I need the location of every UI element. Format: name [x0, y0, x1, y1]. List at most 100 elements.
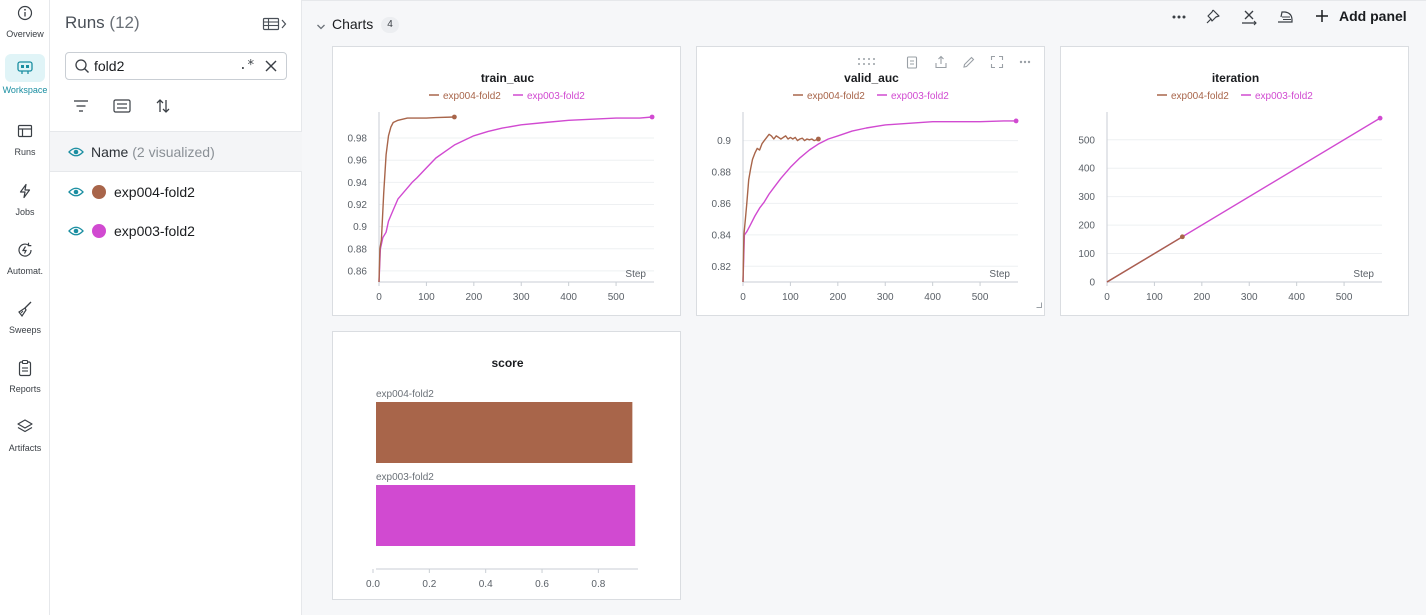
nav-label: Automat. [6, 266, 44, 276]
group-icon [113, 99, 131, 113]
run-name[interactable]: exp004-fold2 [114, 184, 195, 200]
resize-handle-icon[interactable] [1036, 295, 1042, 313]
x-tick-label: 0 [740, 292, 746, 303]
nav-label: Overview [6, 29, 44, 39]
more-options-button[interactable] [1169, 8, 1189, 26]
chart-panel-train-auc[interactable]: train_auc exp004-fold2 exp003-fold2 0.86 0.8… [332, 46, 681, 316]
nav-label: Workspace [2, 85, 48, 95]
table-expand-icon [262, 17, 287, 31]
copy-icon[interactable] [905, 55, 919, 74]
run-row[interactable]: exp004-fold2 [50, 173, 302, 211]
workspace-icon [5, 54, 45, 82]
charts-section-header[interactable]: Charts 4 [302, 8, 1426, 40]
group-button[interactable] [112, 97, 134, 115]
panel-toolbar [857, 55, 1037, 71]
close-icon[interactable] [264, 59, 278, 78]
x-axis-label: Step [1353, 269, 1374, 280]
run-search-box[interactable]: .* [65, 52, 287, 80]
chart-panel-score[interactable]: score exp004-fold2 exp003-fold2 0.0 0.2 0.4 0.… [332, 331, 681, 600]
expand-table-button[interactable] [262, 15, 288, 33]
name-header-label: Name (2 visualized) [91, 144, 215, 160]
nav-item-runs[interactable]: Runs [0, 118, 50, 168]
nav-label: Runs [14, 147, 36, 157]
series-endpoint [451, 114, 457, 120]
more-horizontal-icon[interactable] [1018, 55, 1032, 74]
y-tick-label: 500 [1078, 135, 1095, 146]
bar-label: exp004-fold2 [376, 389, 434, 400]
sort-button[interactable] [154, 97, 176, 115]
chart-title: iteration [1212, 71, 1259, 85]
legend-label: exp004-fold2 [1171, 91, 1229, 102]
run-color-dot[interactable] [92, 185, 106, 199]
x-tick-label: 400 [924, 292, 941, 303]
more-horizontal-icon [1172, 15, 1186, 19]
nav-item-artifacts[interactable]: Artifacts [0, 414, 50, 464]
x-tick-label: 300 [513, 292, 530, 303]
line-chart: iteration exp004-fold2 exp003-fold2 0 100 200… [1078, 71, 1383, 303]
info-icon [5, 0, 45, 26]
x-tick-label: 300 [1241, 292, 1258, 303]
x-tick-label: 100 [1146, 292, 1163, 303]
section-title: Charts [332, 16, 374, 32]
plus-icon [1315, 9, 1329, 28]
panel-count-badge: 4 [381, 17, 399, 33]
nav-item-workspace[interactable]: Workspace [0, 54, 50, 104]
smoothing-button[interactable] [1275, 8, 1295, 26]
regex-toggle[interactable]: .* [239, 58, 255, 73]
runs-count: (12) [109, 13, 140, 32]
x-tick-label: 0.0 [366, 579, 380, 590]
nav-item-reports[interactable]: Reports [0, 355, 50, 405]
series-line [742, 120, 1017, 283]
bar-chart: score exp004-fold2 exp003-fold2 0.0 0.2 0.4 0.… [366, 356, 638, 590]
x-tick-label: 0.6 [535, 579, 549, 590]
eye-icon[interactable] [68, 224, 84, 243]
series-line [378, 116, 653, 283]
x-axis-settings-button[interactable] [1239, 8, 1259, 26]
fullscreen-icon[interactable] [990, 55, 1004, 74]
x-axis-icon [1242, 10, 1257, 26]
chart-panel-valid-auc[interactable]: valid_auc exp004-fold2 exp003-fold2 0.82 0.8… [696, 46, 1045, 316]
series-line [378, 116, 455, 283]
divider [302, 0, 1426, 1]
chart-panel-iteration[interactable]: iteration exp004-fold2 exp003-fold2 0 100 200… [1060, 46, 1409, 316]
nav-item-jobs[interactable]: Jobs [0, 178, 50, 228]
run-color-dot[interactable] [92, 224, 106, 238]
runs-title: Runs (12) [65, 13, 140, 33]
line-chart: valid_auc exp004-fold2 exp003-fold2 0.82 0.8… [712, 71, 1019, 303]
eye-icon[interactable] [68, 145, 84, 164]
legend-label: exp004-fold2 [443, 91, 501, 102]
series-line [742, 133, 819, 283]
run-name[interactable]: exp003-fold2 [114, 223, 195, 239]
x-tick-label: 200 [465, 292, 482, 303]
visualized-count: (2 visualized) [132, 144, 215, 160]
x-tick-label: 500 [972, 292, 989, 303]
y-tick-label: 0.88 [348, 244, 368, 255]
run-row[interactable]: exp003-fold2 [50, 212, 302, 250]
y-tick-label: 0.82 [712, 262, 732, 273]
edit-icon[interactable] [962, 55, 976, 74]
series-endpoint [1377, 115, 1383, 121]
runs-panel: Runs (12) .* Name (2 visualized) exp004-… [50, 0, 302, 615]
drag-handle-icon[interactable] [857, 55, 879, 73]
iron-icon [1278, 11, 1293, 23]
legend-label: exp004-fold2 [807, 91, 865, 102]
chevron-down-icon[interactable] [316, 18, 326, 36]
eye-icon[interactable] [68, 185, 84, 204]
nav-item-sweeps[interactable]: Sweeps [0, 296, 50, 346]
search-icon [74, 58, 90, 79]
x-tick-label: 0.4 [479, 579, 493, 590]
sort-icon [156, 99, 170, 113]
y-tick-label: 0 [1089, 278, 1095, 289]
series-line [1106, 236, 1183, 283]
share-icon[interactable] [934, 55, 948, 74]
filter-button[interactable] [72, 97, 94, 115]
y-tick-label: 0.96 [348, 156, 368, 167]
pin-button[interactable] [1202, 8, 1222, 26]
add-panel-label: Add panel [1339, 8, 1407, 24]
x-tick-label: 500 [1336, 292, 1353, 303]
search-input[interactable] [94, 57, 234, 75]
y-tick-label: 300 [1078, 192, 1095, 203]
name-column-header[interactable]: Name (2 visualized) [50, 131, 302, 172]
nav-item-automations[interactable]: Automat. [0, 237, 50, 287]
nav-item-overview[interactable]: Overview [0, 0, 50, 50]
